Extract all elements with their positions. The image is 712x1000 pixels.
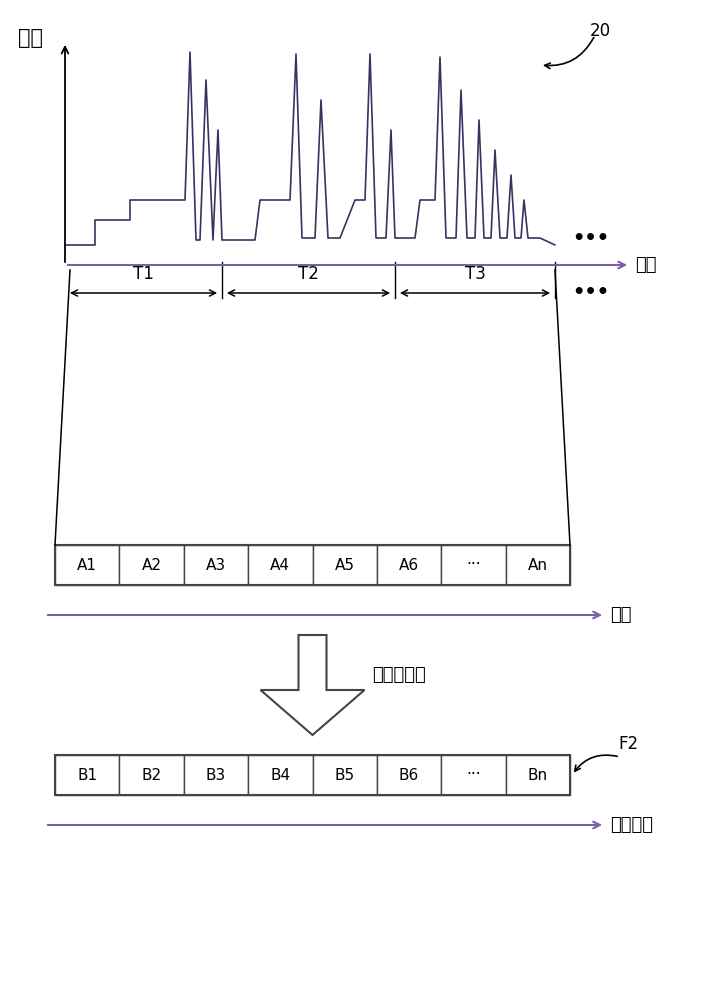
Bar	[377, 755, 441, 795]
Text: 傅立叶转换: 傅立叶转换	[372, 666, 426, 684]
Text: An: An	[528, 558, 548, 572]
Text: ···: ···	[466, 558, 481, 572]
Text: T1: T1	[133, 265, 154, 283]
Text: T3: T3	[464, 265, 486, 283]
Text: A1: A1	[77, 558, 97, 572]
Text: B2: B2	[142, 768, 162, 782]
Text: F2: F2	[618, 735, 638, 753]
Text: A6: A6	[399, 558, 419, 572]
Text: B5: B5	[335, 768, 355, 782]
Bar	[184, 545, 248, 585]
Text: 振幅: 振幅	[18, 28, 43, 48]
Text: 声音频率: 声音频率	[610, 816, 653, 834]
Bar	[55, 545, 120, 585]
Text: A2: A2	[142, 558, 162, 572]
Bar	[506, 755, 570, 795]
Bar	[313, 755, 377, 795]
Bar	[120, 755, 184, 795]
Bar	[377, 545, 441, 585]
Text: B3: B3	[206, 768, 226, 782]
Bar	[55, 545, 570, 585]
Text: •••: •••	[572, 284, 609, 302]
Bar	[441, 545, 506, 585]
Bar	[506, 545, 570, 585]
Bar	[55, 755, 570, 795]
Text: T2: T2	[298, 265, 319, 283]
Text: 时间: 时间	[610, 606, 632, 624]
Text: B6: B6	[399, 768, 419, 782]
Text: ···: ···	[466, 768, 481, 782]
Bar	[248, 755, 313, 795]
Bar	[248, 545, 313, 585]
Text: A5: A5	[335, 558, 355, 572]
Text: •••: •••	[572, 229, 609, 247]
Text: Bn: Bn	[528, 768, 548, 782]
Text: B1: B1	[77, 768, 98, 782]
Polygon shape	[261, 635, 365, 735]
Text: A3: A3	[206, 558, 226, 572]
Text: A4: A4	[271, 558, 290, 572]
Bar	[184, 755, 248, 795]
Text: 20: 20	[590, 22, 611, 40]
Bar	[120, 545, 184, 585]
Text: 时间: 时间	[635, 256, 656, 274]
Bar	[55, 755, 120, 795]
Bar	[313, 545, 377, 585]
Text: B4: B4	[271, 768, 290, 782]
Bar	[441, 755, 506, 795]
